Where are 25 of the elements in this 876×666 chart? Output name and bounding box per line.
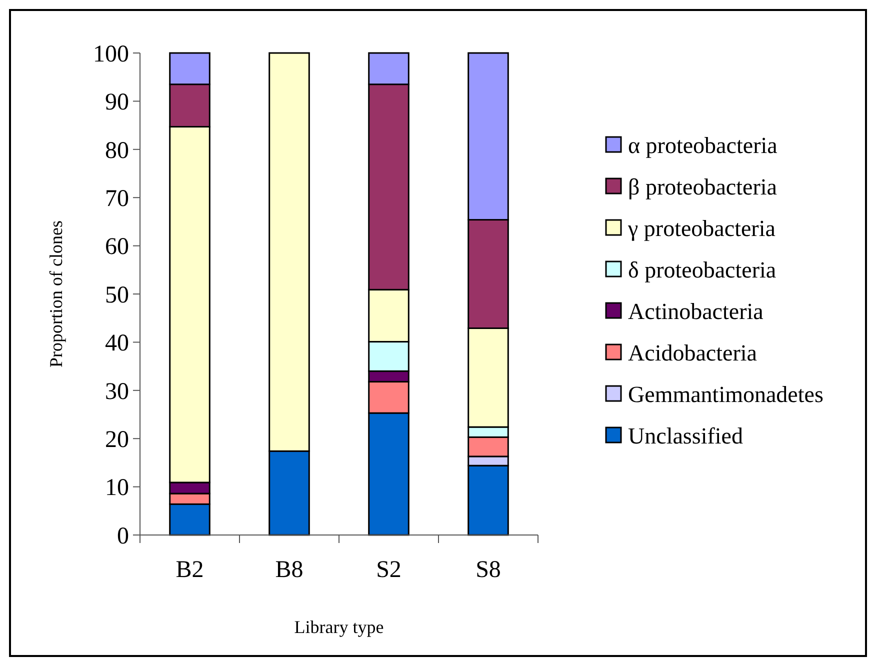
y-tick-label: 70 — [105, 186, 129, 212]
legend-label: γ proteobacteria — [627, 216, 776, 242]
x-tick-label: B2 — [176, 557, 204, 583]
x-axis-title: Library type — [294, 617, 384, 637]
legend-label: β proteobacteria — [628, 174, 777, 200]
y-tick-label: 50 — [105, 282, 129, 308]
y-tick-label: 80 — [105, 138, 129, 164]
x-tick-label: B8 — [275, 557, 304, 583]
y-axis-title: Proportion of clones — [46, 220, 66, 368]
y-tick-label: 90 — [105, 90, 129, 116]
y-tick-label: 40 — [105, 330, 129, 357]
legend-label: δ proteobacteria — [628, 258, 776, 283]
x-tick-label: S2 — [376, 557, 402, 583]
legend-label: Unclassified — [628, 424, 744, 449]
y-tick-label: 100 — [93, 41, 129, 68]
y-tick-label: 20 — [105, 427, 129, 453]
x-tick-label: S8 — [476, 557, 501, 583]
y-tick-label: 0 — [117, 523, 129, 550]
legend-label: Acidobacteria — [628, 340, 757, 366]
y-tick-label: 10 — [105, 475, 129, 502]
legend-label: Gemmantimonadetes — [628, 382, 824, 408]
legend-label: α proteobacteria — [628, 133, 778, 158]
y-tick-label: 30 — [105, 378, 129, 405]
legend-label: Actinobacteria — [628, 299, 764, 324]
y-tick-label: 60 — [105, 234, 129, 260]
